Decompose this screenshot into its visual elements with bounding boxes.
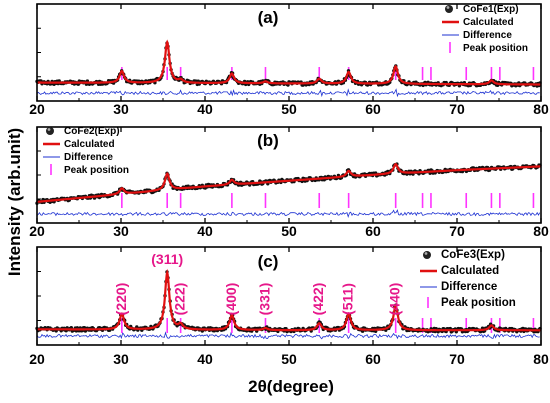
hkl-label: (331) <box>256 283 272 316</box>
legend-marker-exp-highlight <box>47 128 51 131</box>
legend-marker-exp <box>423 251 431 259</box>
x-tick-label: 70 <box>449 351 465 367</box>
hkl-label: (311) <box>151 251 183 267</box>
legend-entry: CoFe2(Exp) <box>64 126 120 137</box>
legend: CoFe2(Exp) Calculated Difference Peak posit… <box>43 126 129 176</box>
panel-c: 20 30 40 50 60 70 80 (c) (220) (311) (222) (400) (33… <box>29 246 549 367</box>
legend-entry: Calculated <box>441 265 499 277</box>
x-tick-label: 20 <box>29 351 45 367</box>
legend: CoFe1(Exp) Calculated Difference Peak posit… <box>442 4 528 54</box>
calculated-curve <box>37 39 541 86</box>
legend-marker-exp <box>445 5 453 13</box>
y-axis-title: Intensity (arb.unit) <box>5 128 24 276</box>
difference-curve <box>36 331 540 340</box>
legend-marker-exp <box>46 127 54 135</box>
x-tick-label: 60 <box>365 223 381 239</box>
legend-entry: Calculated <box>64 139 115 150</box>
x-tick-label: 40 <box>197 223 213 239</box>
x-tick-label: 80 <box>533 101 549 117</box>
hkl-label: (222) <box>172 283 188 316</box>
difference-curve <box>36 88 540 98</box>
panel-label: (b) <box>257 131 279 150</box>
x-tick-label: 60 <box>365 101 381 117</box>
hkl-label: (440) <box>387 283 403 316</box>
panel-b: 20 30 40 50 60 70 80 (b) CoFe2(Exp) Calculated Dif… <box>29 126 549 239</box>
x-tick-label: 50 <box>281 223 297 239</box>
legend-entry: Calculated <box>463 17 514 28</box>
legend-entry: Peak position <box>463 43 528 54</box>
legend: CoFe3(Exp) Calculated Difference Peak posit… <box>420 249 516 309</box>
x-tick-label: 20 <box>29 223 45 239</box>
x-tick-label: 50 <box>281 351 297 367</box>
x-tick-label: 80 <box>533 351 549 367</box>
panel-label: (a) <box>258 8 279 27</box>
x-tick-label: 50 <box>281 101 297 117</box>
calculated-curve <box>36 162 541 203</box>
legend-entry: Difference <box>441 281 497 293</box>
legend-entry: CoFe1(Exp) <box>463 4 519 15</box>
x-tick-label: 30 <box>113 351 129 367</box>
hkl-label: (422) <box>310 283 326 316</box>
x-tick-label: 20 <box>29 101 45 117</box>
x-axis-title: 2θ(degree) <box>248 377 334 396</box>
legend-entry: Difference <box>463 30 512 41</box>
x-tick-label: 70 <box>449 223 465 239</box>
legend-entry: Peak position <box>441 297 516 309</box>
x-tick-label: 40 <box>197 351 213 367</box>
legend-marker-exp-highlight <box>446 6 450 9</box>
legend-entry: CoFe3(Exp) <box>441 249 505 261</box>
legend-marker-exp-highlight <box>424 252 428 255</box>
difference-curve <box>36 209 541 219</box>
x-tick-label: 40 <box>197 101 213 117</box>
hkl-label: (400) <box>223 283 239 316</box>
panel-label: (c) <box>258 252 279 271</box>
panel-a: 20 30 40 50 60 70 80 (a) CoFe1(Exp) Calculated Dif… <box>29 3 549 117</box>
x-tick-label: 60 <box>365 351 381 367</box>
calculated-curve <box>37 268 541 332</box>
panels: 20 30 40 50 60 70 80 (a) CoFe1(Exp) Calculated Dif… <box>29 3 549 367</box>
x-tick-label: 30 <box>113 223 129 239</box>
x-tick-label: 70 <box>449 101 465 117</box>
hkl-label: (220) <box>113 283 129 316</box>
x-tick-label: 30 <box>113 101 129 117</box>
hkl-label: (511) <box>340 283 356 315</box>
x-tick-label: 80 <box>533 223 549 239</box>
legend-entry: Peak position <box>64 165 129 176</box>
legend-entry: Difference <box>64 152 113 163</box>
